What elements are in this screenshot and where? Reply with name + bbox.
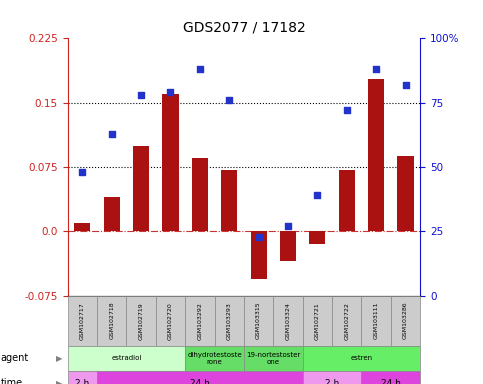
Bar — [368, 79, 384, 231]
Bar — [104, 197, 120, 231]
Bar — [280, 231, 296, 262]
Bar — [162, 94, 179, 231]
Bar — [221, 170, 237, 231]
Text: GSM102721: GSM102721 — [315, 302, 320, 339]
Text: ▶: ▶ — [57, 354, 63, 362]
Point — [343, 108, 351, 114]
Text: GSM103286: GSM103286 — [403, 302, 408, 339]
Bar — [192, 159, 208, 231]
Bar — [133, 146, 149, 231]
Text: estradiol: estradiol — [111, 355, 142, 361]
Text: 2 h: 2 h — [325, 379, 339, 384]
Text: estren: estren — [350, 355, 372, 361]
Text: GSM102719: GSM102719 — [139, 302, 143, 339]
Bar — [74, 223, 90, 231]
Text: GSM102717: GSM102717 — [80, 302, 85, 339]
Point — [167, 89, 174, 96]
Text: GSM103111: GSM103111 — [374, 302, 379, 339]
Text: GSM103315: GSM103315 — [256, 302, 261, 339]
Text: time: time — [0, 378, 23, 384]
Bar — [398, 156, 413, 231]
Point — [78, 169, 86, 175]
Text: GSM102722: GSM102722 — [344, 302, 349, 339]
Point — [137, 92, 145, 98]
Text: dihydrotestoste
rone: dihydrotestoste rone — [187, 352, 242, 364]
Point — [108, 131, 115, 137]
Text: GDS2077 / 17182: GDS2077 / 17182 — [183, 21, 305, 35]
Point — [255, 233, 262, 240]
Text: GSM102720: GSM102720 — [168, 302, 173, 339]
Point — [196, 66, 204, 72]
Text: ▶: ▶ — [57, 379, 63, 384]
Point — [372, 66, 380, 72]
Text: GSM103292: GSM103292 — [198, 302, 202, 339]
Text: GSM103293: GSM103293 — [227, 302, 232, 339]
Point — [313, 192, 321, 199]
Bar — [309, 231, 326, 244]
Text: 2 h: 2 h — [75, 379, 89, 384]
Point — [402, 82, 410, 88]
Point — [226, 97, 233, 103]
Text: 24 h: 24 h — [381, 379, 401, 384]
Text: GSM103324: GSM103324 — [285, 302, 290, 339]
Bar — [339, 170, 355, 231]
Text: GSM102718: GSM102718 — [109, 302, 114, 339]
Text: 24 h: 24 h — [190, 379, 210, 384]
Text: 19-nortestoster
one: 19-nortestoster one — [246, 352, 300, 364]
Bar — [251, 231, 267, 278]
Text: agent: agent — [0, 353, 28, 363]
Point — [284, 223, 292, 229]
